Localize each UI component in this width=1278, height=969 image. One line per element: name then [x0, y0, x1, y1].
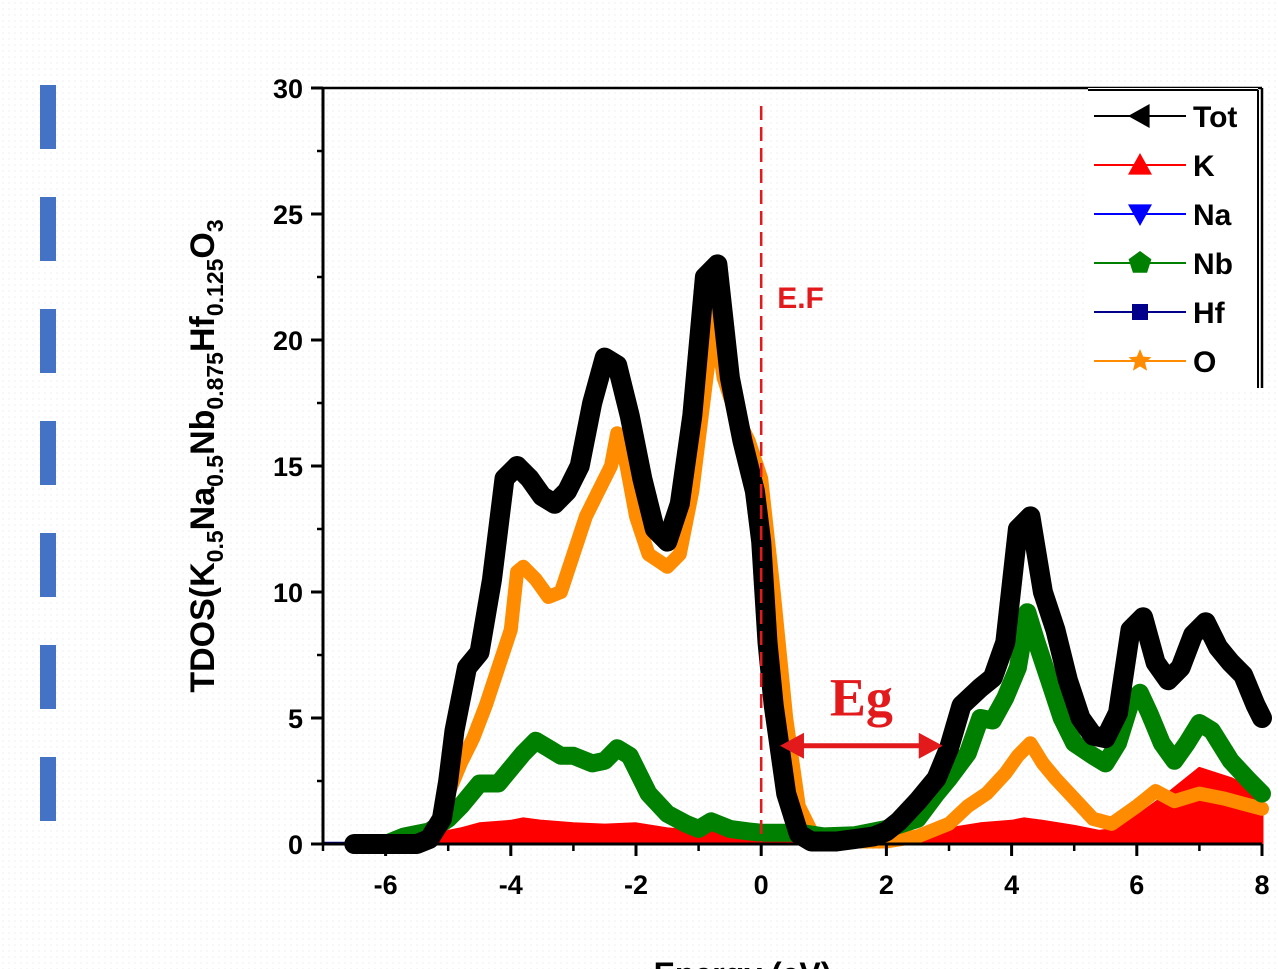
x-tick-label: -2 — [624, 870, 648, 900]
y-title-text: Nb — [184, 410, 222, 455]
decor-dash — [40, 533, 56, 597]
legend-label: Nb — [1193, 248, 1233, 281]
y-tick-label: 15 — [273, 452, 303, 482]
y-title-subscript: 0.125 — [202, 258, 228, 316]
decor-dash — [40, 309, 56, 373]
y-tick-label: 10 — [273, 578, 303, 608]
legend-label: Hf — [1193, 297, 1226, 330]
x-tick-label: 0 — [754, 870, 769, 900]
y-tick-label: 0 — [288, 830, 303, 860]
fermi-level-label: E.F — [777, 282, 824, 315]
decor-dash — [40, 85, 56, 149]
x-tick-label: -4 — [499, 870, 523, 900]
y-title-subscript: 0.875 — [202, 352, 228, 410]
x-axis-title: Energy (eV) — [654, 956, 832, 969]
x-tick-label: 8 — [1254, 870, 1269, 900]
y-title-subscript: 3 — [202, 219, 228, 232]
decor-dash — [40, 757, 56, 821]
decor-dash — [40, 197, 56, 261]
legend-label: Na — [1193, 199, 1232, 232]
y-tick-label: 30 — [273, 74, 303, 104]
y-title-subscript: 0.5 — [202, 455, 228, 487]
y-tick-label: 25 — [273, 200, 303, 230]
legend-label: O — [1193, 346, 1216, 379]
y-title-text: TDOS(K — [184, 562, 222, 693]
x-tick-label: 2 — [879, 870, 894, 900]
band-gap-label: Eg — [830, 668, 893, 728]
y-title-text: Hf — [184, 315, 222, 352]
y-title-text: O — [184, 232, 222, 258]
y-title-text: Na — [184, 486, 222, 531]
x-tick-label: 4 — [1004, 870, 1019, 900]
legend-label: K — [1193, 150, 1215, 183]
y-tick-label: 5 — [288, 704, 303, 734]
x-tick-label: -6 — [374, 870, 398, 900]
legend-label: Tot — [1193, 101, 1237, 134]
y-axis-title: TDOS(K0.5Na0.5Nb0.875Hf0.125O3 — [184, 219, 228, 692]
decor-dash — [40, 421, 56, 485]
legend: Tot K Na Nb Hf O — [1088, 88, 1258, 388]
side-decoration — [40, 85, 56, 821]
y-tick-label: 20 — [273, 326, 303, 356]
decor-dash — [40, 645, 56, 709]
y-title-subscript: 0.5 — [202, 530, 228, 562]
x-tick-label: 6 — [1129, 870, 1144, 900]
legend-marker-square-icon — [1132, 304, 1148, 320]
